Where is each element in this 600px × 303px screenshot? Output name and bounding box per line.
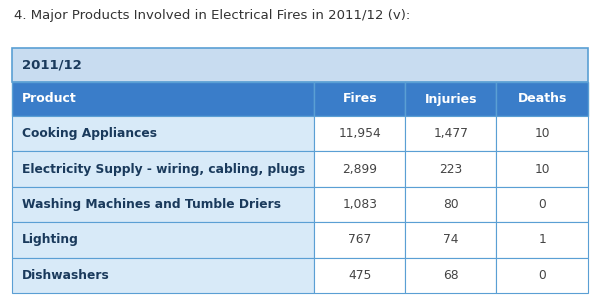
Text: 0: 0 (538, 198, 546, 211)
Bar (406, 222, 496, 258)
Bar (12, 116, 314, 152)
Text: 10: 10 (535, 163, 550, 176)
Bar (314, 152, 406, 187)
Text: 11,954: 11,954 (338, 127, 381, 140)
Bar (496, 152, 588, 187)
Bar (406, 258, 496, 293)
Bar (406, 152, 496, 187)
Bar (12, 187, 314, 222)
Text: Deaths: Deaths (518, 92, 567, 105)
Bar (314, 222, 406, 258)
Bar (12, 152, 314, 187)
Text: 68: 68 (443, 269, 459, 282)
Bar (12, 48, 588, 82)
Text: 74: 74 (443, 233, 458, 246)
Text: Washing Machines and Tumble Driers: Washing Machines and Tumble Driers (22, 198, 281, 211)
Text: 10: 10 (535, 127, 550, 140)
Bar (314, 187, 406, 222)
Bar (496, 222, 588, 258)
Bar (12, 258, 314, 293)
Text: Lighting: Lighting (22, 233, 79, 246)
Bar (406, 187, 496, 222)
Text: Product: Product (22, 92, 77, 105)
Bar (406, 82, 496, 116)
Bar (12, 222, 314, 258)
Text: 1,477: 1,477 (433, 127, 469, 140)
Text: 475: 475 (348, 269, 371, 282)
Text: 0: 0 (538, 269, 546, 282)
Bar (314, 116, 406, 152)
Bar (406, 116, 496, 152)
Bar (496, 258, 588, 293)
Text: 2011/12: 2011/12 (22, 58, 82, 72)
Bar (314, 82, 406, 116)
Text: Dishwashers: Dishwashers (22, 269, 110, 282)
Text: 80: 80 (443, 198, 459, 211)
Bar (496, 82, 588, 116)
Text: Injuries: Injuries (425, 92, 477, 105)
Text: Cooking Appliances: Cooking Appliances (22, 127, 157, 140)
Text: 767: 767 (348, 233, 371, 246)
Text: Fires: Fires (343, 92, 377, 105)
Text: 4. Major Products Involved in Electrical Fires in 2011/12 (v):: 4. Major Products Involved in Electrical… (14, 9, 410, 22)
Bar (496, 187, 588, 222)
Bar (12, 82, 314, 116)
Text: 1,083: 1,083 (343, 198, 377, 211)
Bar (496, 116, 588, 152)
Text: 2,899: 2,899 (343, 163, 377, 176)
Text: Electricity Supply - wiring, cabling, plugs: Electricity Supply - wiring, cabling, pl… (22, 163, 305, 176)
Bar (314, 258, 406, 293)
Text: 1: 1 (538, 233, 546, 246)
Text: 223: 223 (439, 163, 463, 176)
